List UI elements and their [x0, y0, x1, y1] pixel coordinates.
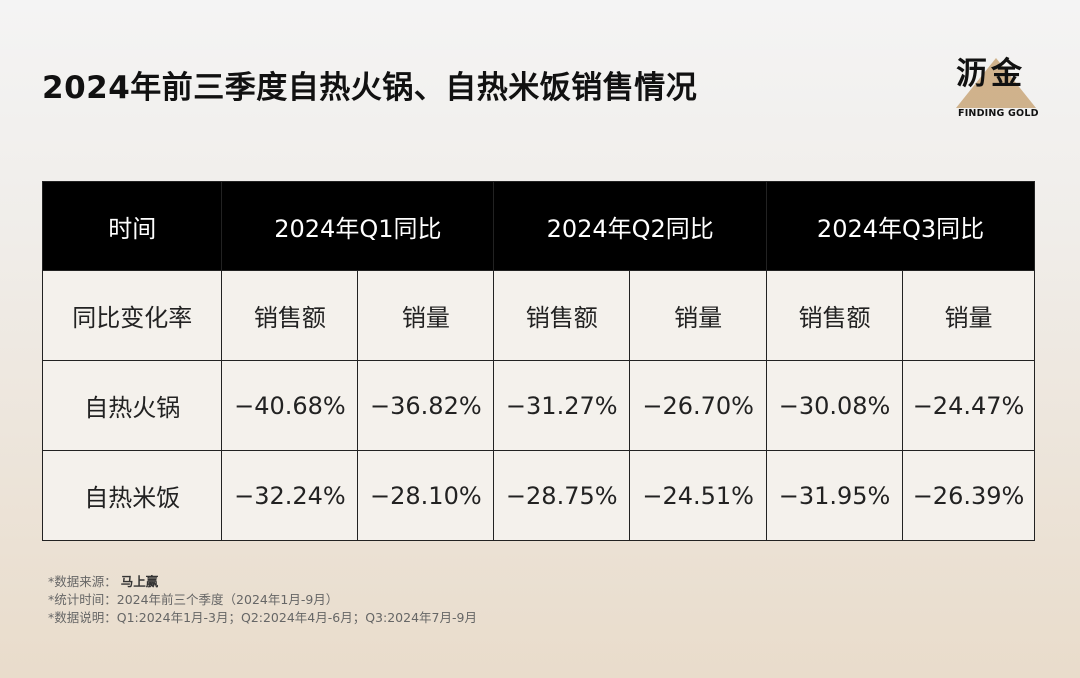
- value-cell: −24.51%: [629, 450, 768, 541]
- header-row: 时间 2024年Q1同比 2024年Q2同比 2024年Q3同比: [41, 181, 1035, 271]
- value-cell: −31.95%: [766, 450, 903, 541]
- value-cell: −32.24%: [221, 450, 359, 541]
- source-note: *数据来源： 马上赢: [48, 573, 477, 591]
- subheader-cell: 销量: [629, 270, 768, 361]
- value-cell: −24.47%: [902, 360, 1035, 451]
- row-label: 自热米饭: [41, 450, 223, 541]
- value-cell: −26.70%: [629, 360, 768, 451]
- subheader-cell: 销售额: [493, 270, 631, 361]
- table-row: 自热米饭 −32.24% −28.10% −28.75% −24.51% −31…: [41, 450, 1035, 541]
- subheader-cell: 销量: [357, 270, 495, 361]
- page-title: 2024年前三季度自热火锅、自热米饭销售情况: [42, 70, 698, 106]
- header-cell: 2024年Q3同比: [766, 181, 1035, 271]
- value-cell: −36.82%: [357, 360, 495, 451]
- time-note: *统计时间：2024年前三个季度（2024年1月-9月）: [48, 592, 339, 607]
- table-row: 自热火锅 −40.68% −36.82% −31.27% −26.70% −30…: [41, 360, 1035, 451]
- logo-en: FINDING GOLD: [958, 108, 1039, 119]
- row-label: 自热火锅: [41, 360, 223, 451]
- value-cell: −28.10%: [357, 450, 495, 541]
- data-table: 时间 2024年Q1同比 2024年Q2同比 2024年Q3同比 同比变化率 销…: [41, 181, 1035, 541]
- value-cell: −40.68%: [221, 360, 359, 451]
- footnotes: *数据来源： 马上赢 *统计时间：2024年前三个季度（2024年1月-9月） *…: [48, 573, 477, 627]
- subheader-cell: 销售额: [766, 270, 903, 361]
- logo: 沥金 FINDING GOLD: [948, 46, 1043, 124]
- value-cell: −31.27%: [493, 360, 631, 451]
- logo-cn: 沥金: [956, 56, 1026, 92]
- header-cell: 2024年Q2同比: [493, 181, 768, 271]
- header-cell: 时间: [41, 181, 223, 271]
- value-cell: −28.75%: [493, 450, 631, 541]
- header-cell: 2024年Q1同比: [221, 181, 495, 271]
- value-cell: −30.08%: [766, 360, 903, 451]
- subheader-cell: 销量: [902, 270, 1035, 361]
- subheader-row: 同比变化率 销售额 销量 销售额 销量 销售额 销量: [41, 270, 1035, 361]
- subheader-cell: 销售额: [221, 270, 359, 361]
- mountain-icon: [956, 58, 1036, 108]
- value-cell: −26.39%: [902, 450, 1035, 541]
- source-brand: 马上赢: [120, 574, 159, 589]
- subheader-cell: 同比变化率: [41, 270, 223, 361]
- desc-note: *数据说明：Q1:2024年1月-3月；Q2:2024年4月-6月；Q3:202…: [48, 610, 477, 625]
- source-label: *数据来源：: [48, 574, 117, 589]
